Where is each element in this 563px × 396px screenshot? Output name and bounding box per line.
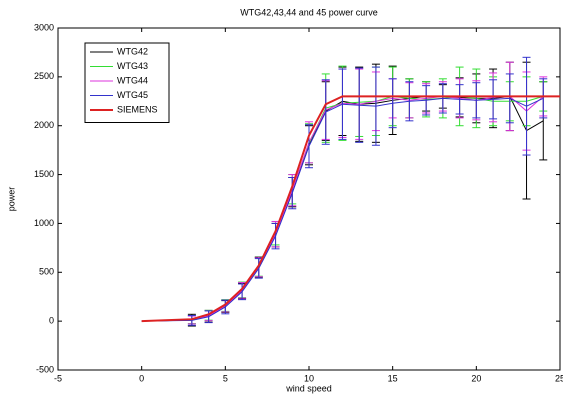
series-line [141,97,544,322]
y-tick-label: -500 [36,364,54,374]
y-tick-label: 500 [39,267,54,277]
legend-label: SIEMENS [117,104,158,114]
legend-label: WTG44 [117,75,148,85]
x-tick-label: 15 [388,373,398,383]
y-axis-label: power [6,187,16,212]
y-tick-label: 2500 [34,71,54,81]
series-line [141,95,560,323]
legend-label: WTG43 [117,61,148,71]
x-axis-label: wind speed [285,383,332,393]
legend-label: WTG42 [117,46,148,56]
x-tick-label: 0 [139,373,144,383]
chart-title: WTG42,43,44 and 45 power curve [240,7,378,17]
x-tick-label: 5 [223,373,228,383]
x-tick-label: 10 [304,373,314,383]
x-tick-label: 20 [471,373,481,383]
legend-label: WTG45 [117,90,148,100]
y-tick-label: 0 [49,316,54,326]
y-tick-label: 1000 [34,218,54,228]
y-tick-label: 2000 [34,120,54,130]
y-tick-label: 1500 [34,169,54,179]
x-tick-label: -5 [54,373,62,383]
y-tick-label: 3000 [34,22,54,32]
x-tick-label: 25 [555,373,563,383]
